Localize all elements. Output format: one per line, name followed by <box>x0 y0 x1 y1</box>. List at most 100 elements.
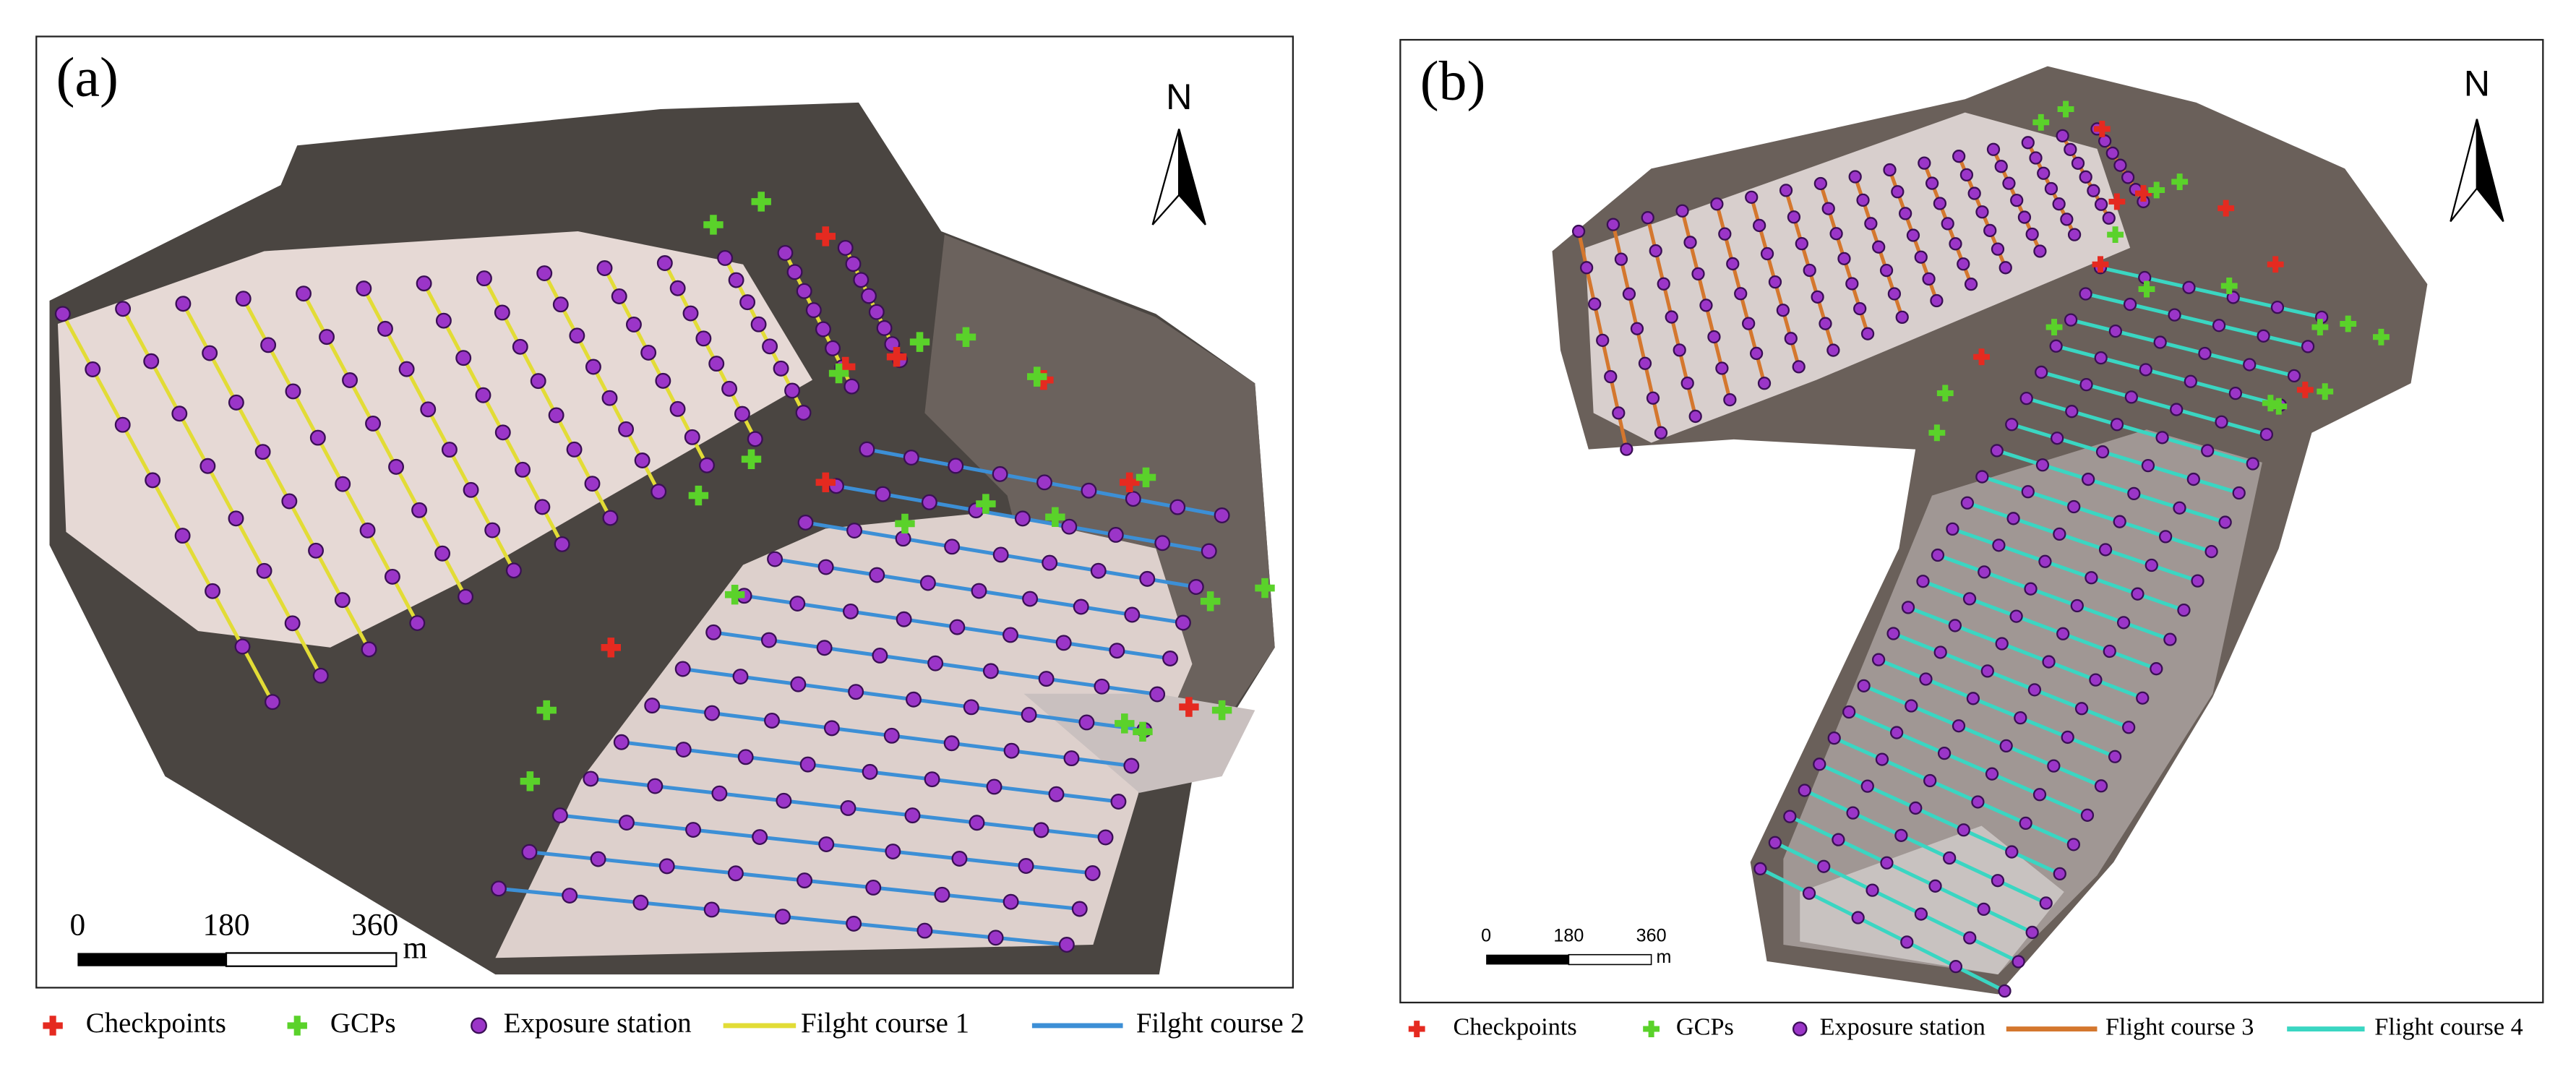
exposure-station <box>1962 592 1977 606</box>
control-point <box>724 584 745 605</box>
flight-line <box>1819 763 2061 876</box>
exposure-station <box>1991 242 2005 256</box>
exposure-station <box>2226 291 2240 304</box>
exposure-station <box>1909 801 1923 815</box>
control-point <box>1133 721 1153 742</box>
exposure-station <box>2163 632 2177 646</box>
exposure-station <box>1959 168 1974 182</box>
exposure-station <box>359 522 376 538</box>
control-point <box>815 472 836 493</box>
exposure-station <box>1967 186 1981 200</box>
exposure-station <box>1827 731 1841 745</box>
exposure-station <box>365 415 382 432</box>
control-point <box>1135 467 1156 488</box>
exposure-station <box>1042 554 1058 571</box>
exposure-station <box>1149 686 1166 703</box>
exposure-station <box>2064 142 2077 156</box>
scale-bar <box>1486 954 1569 965</box>
flight-line <box>2056 344 2281 407</box>
legend-label: Checkpoints <box>1453 1013 1576 1040</box>
exposure-station <box>774 909 791 925</box>
exposure-station <box>312 667 329 684</box>
exposure-station <box>924 771 940 788</box>
exposure-station <box>2173 501 2186 515</box>
exposure-station <box>1857 679 1871 692</box>
exposure-station <box>1073 598 1089 615</box>
exposure-station <box>1003 627 1018 643</box>
exposure-station <box>2246 457 2259 471</box>
exposure-station <box>647 778 664 794</box>
flight-line <box>1967 501 2199 583</box>
exposure-station <box>872 648 888 664</box>
exposure-station <box>1588 297 1602 311</box>
exposure-station <box>862 763 878 780</box>
exposure-station <box>1784 332 1798 346</box>
exposure-station <box>1986 142 2001 156</box>
exposure-station <box>1188 579 1204 595</box>
exposure-station <box>2052 197 2066 211</box>
exposure-station <box>1889 726 1904 739</box>
exposure-station <box>703 901 720 918</box>
exposure-station <box>2243 358 2257 372</box>
control-point <box>1115 713 1135 734</box>
exposure-station <box>1795 236 1808 251</box>
exposure-station <box>2228 386 2243 400</box>
exposure-station <box>2039 896 2053 910</box>
exposure-station <box>515 461 531 478</box>
exposure-station <box>1875 752 1889 766</box>
exposure-station <box>1110 794 1127 810</box>
exposure-station <box>2087 184 2100 197</box>
exposure-station <box>963 699 979 716</box>
exposure-station <box>114 416 131 433</box>
exposure-station <box>1860 779 1874 793</box>
exposure-station <box>1933 645 1947 659</box>
exposure-station <box>1906 228 1920 242</box>
exposure-station <box>264 694 280 711</box>
exposure-station <box>1649 244 1662 258</box>
flight-line <box>1981 475 2212 554</box>
flight-line <box>2070 318 2295 378</box>
exposure-station <box>536 265 553 282</box>
exposure-station <box>569 327 585 344</box>
exposure-station <box>285 383 301 400</box>
exposure-station <box>1994 160 2008 173</box>
exposure-station <box>562 888 578 904</box>
control-point <box>688 485 709 506</box>
exposure-station <box>1707 330 1721 344</box>
flight-line <box>1952 527 2185 612</box>
exposure-station <box>2123 297 2137 312</box>
legend-symbol <box>1408 1021 1425 1037</box>
exposure-station <box>2027 683 2042 697</box>
exposure-station <box>1768 836 1782 849</box>
exposure-station <box>2102 211 2116 225</box>
exposure-station <box>1760 246 1774 261</box>
exposure-station <box>2182 280 2196 294</box>
exposure-station <box>1949 960 1963 974</box>
exposure-station <box>85 361 101 377</box>
exposure-station <box>2070 598 2084 613</box>
exposure-station <box>254 444 271 460</box>
exposure-station <box>1745 190 1759 204</box>
exposure-station <box>2204 544 2218 559</box>
exposure-station <box>2035 458 2050 472</box>
exposure-station <box>1829 227 1843 241</box>
exposure-station <box>2124 390 2139 404</box>
exposure-station <box>1978 565 1991 579</box>
scale-bar <box>77 953 226 966</box>
exposure-station <box>1971 795 1985 809</box>
legend-label: Flight course 4 <box>2374 1013 2523 1040</box>
exposure-station <box>2085 571 2098 585</box>
control-point <box>2372 328 2390 346</box>
exposure-station <box>2098 543 2113 557</box>
exposure-station <box>737 749 754 765</box>
exposure-station <box>767 551 783 567</box>
control-point <box>1045 507 1065 528</box>
exposure-station <box>1124 606 1141 623</box>
exposure-station <box>684 429 700 445</box>
flight-line <box>1878 658 2116 759</box>
exposure-station <box>2212 319 2226 332</box>
exposure-station <box>790 676 807 692</box>
exposure-station <box>1914 907 1928 921</box>
exposure-station <box>656 255 673 271</box>
exposure-station <box>904 807 921 824</box>
